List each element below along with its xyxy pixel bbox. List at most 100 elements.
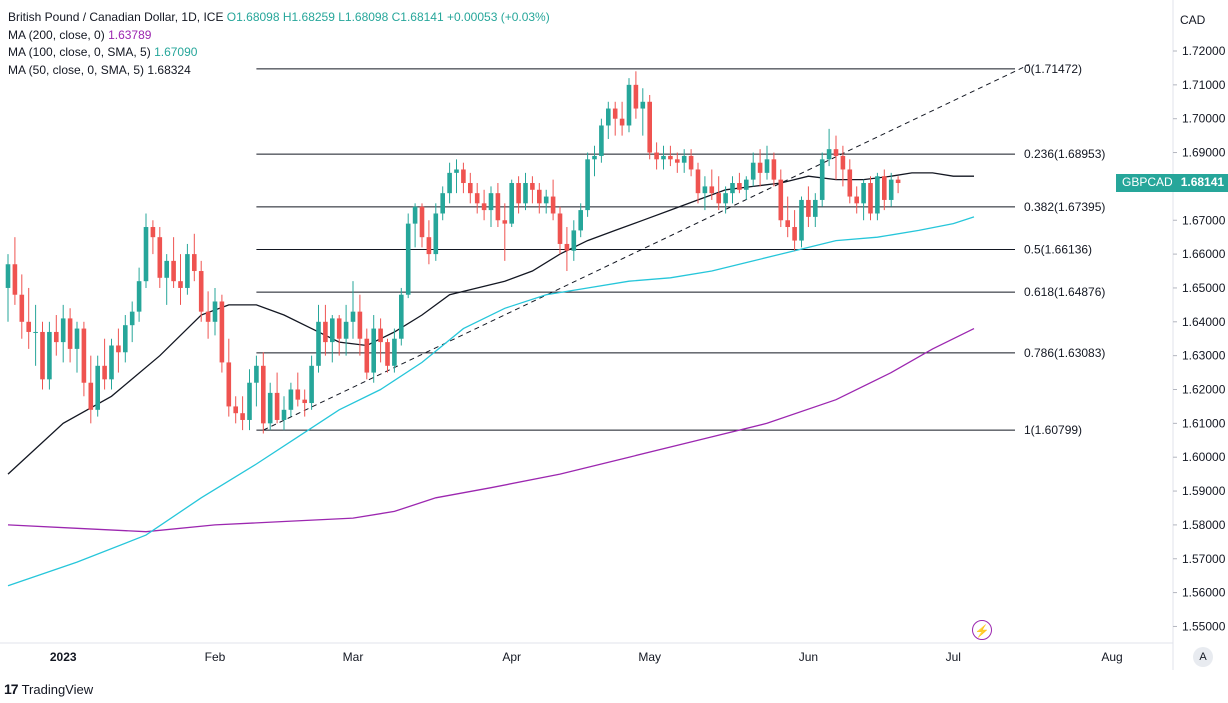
y-tick-label: 1.71000 bbox=[1182, 78, 1226, 92]
candle bbox=[888, 172, 894, 207]
candle-body bbox=[550, 196, 556, 214]
candle bbox=[81, 321, 87, 397]
candle-body bbox=[364, 338, 370, 373]
candle-body bbox=[778, 179, 784, 221]
candle bbox=[523, 172, 528, 211]
legend-ma100-row[interactable]: MA (100, close, 0, SMA, 5) 1.67090 bbox=[8, 44, 550, 62]
candle bbox=[426, 220, 432, 265]
x-tick-label: Apr bbox=[502, 650, 521, 664]
fib-trend-line[interactable] bbox=[263, 64, 1030, 431]
candle-body bbox=[757, 162, 763, 173]
candle-body bbox=[192, 254, 197, 272]
symbol-title[interactable]: British Pound / Canadian Dollar, 1D, ICE bbox=[8, 10, 224, 24]
candle bbox=[895, 176, 901, 194]
candle bbox=[688, 149, 694, 177]
candle-body bbox=[502, 220, 508, 224]
y-tick-label: 1.60000 bbox=[1182, 450, 1226, 464]
candle-body bbox=[309, 365, 314, 404]
ma50-value: 1.68324 bbox=[147, 62, 191, 77]
candle-body bbox=[81, 328, 87, 383]
fib-level-label: 0.786(1.63083) bbox=[1024, 346, 1105, 360]
candle-body bbox=[792, 227, 797, 241]
y-tick-label: 1.67000 bbox=[1182, 213, 1226, 227]
candle bbox=[233, 396, 238, 424]
candle bbox=[143, 213, 149, 288]
x-tick-label: Feb bbox=[205, 650, 226, 664]
candle-body bbox=[888, 179, 894, 200]
candle-body bbox=[523, 183, 528, 204]
x-tick-label: Mar bbox=[343, 650, 364, 664]
x-tick-label: 2023 bbox=[50, 650, 77, 664]
candle bbox=[116, 328, 121, 373]
fib-level-label: 1(1.60799) bbox=[1024, 423, 1082, 437]
candle bbox=[730, 176, 735, 204]
candle-body bbox=[185, 254, 190, 288]
candle-body bbox=[771, 159, 777, 180]
candle-body bbox=[288, 389, 294, 410]
candle-body bbox=[95, 365, 100, 410]
fibonacci-retracement[interactable]: 0(1.71472) 0.236(1.68953) 0.382(1.67395) 0.… bbox=[256, 62, 1105, 437]
lightning-icon[interactable]: ⚡ bbox=[972, 620, 992, 640]
candle-body bbox=[654, 152, 659, 160]
candle-body bbox=[157, 237, 163, 278]
currency-label[interactable]: CAD bbox=[1180, 13, 1206, 27]
candle bbox=[792, 210, 797, 251]
candle bbox=[26, 287, 31, 349]
candle bbox=[875, 172, 880, 221]
time-axis[interactable]: 2023 Feb Mar Apr May Jun Jul Aug bbox=[50, 650, 1123, 664]
candle-body bbox=[426, 237, 432, 255]
ma200-line[interactable] bbox=[7, 328, 975, 533]
candle bbox=[295, 372, 301, 407]
x-tick-label: Jun bbox=[799, 650, 818, 664]
price-tag-value: 1.68141 bbox=[1176, 174, 1228, 192]
legend-ma200-row[interactable]: MA (200, close, 0) 1.63789 bbox=[8, 27, 550, 45]
candle-body bbox=[882, 176, 887, 200]
candle-body bbox=[474, 193, 480, 204]
candle bbox=[826, 128, 832, 167]
candle-body bbox=[688, 155, 694, 170]
candle bbox=[240, 396, 245, 431]
candle-body bbox=[40, 331, 45, 380]
y-tick-label: 1.55000 bbox=[1182, 619, 1226, 633]
candle bbox=[261, 352, 266, 434]
candle bbox=[95, 355, 100, 417]
candle-body bbox=[461, 169, 466, 184]
candle-body bbox=[102, 365, 107, 380]
candle-body bbox=[405, 223, 411, 295]
candle bbox=[861, 179, 866, 221]
candle bbox=[833, 135, 839, 180]
candle bbox=[537, 183, 542, 214]
candle bbox=[309, 355, 314, 410]
candlestick-series bbox=[5, 71, 901, 434]
y-tick-label: 1.59000 bbox=[1182, 484, 1226, 498]
y-tick-label: 1.57000 bbox=[1182, 552, 1226, 566]
candle bbox=[129, 301, 135, 343]
candle bbox=[219, 294, 225, 373]
auto-scale-button[interactable]: A bbox=[1193, 647, 1213, 667]
candle-body bbox=[19, 294, 25, 322]
candle bbox=[88, 355, 94, 424]
candle-body bbox=[274, 392, 280, 420]
fib-level-label: 0(1.71472) bbox=[1024, 62, 1082, 76]
candle-body bbox=[626, 84, 632, 126]
candle bbox=[716, 176, 721, 211]
candle bbox=[668, 145, 673, 167]
candle-body bbox=[261, 365, 266, 424]
candle bbox=[806, 186, 811, 228]
tradingview-brand: TradingView bbox=[21, 681, 94, 697]
candle bbox=[481, 189, 487, 221]
y-tick-label: 1.56000 bbox=[1182, 586, 1226, 600]
candle-body bbox=[847, 169, 853, 197]
candle bbox=[606, 101, 611, 140]
candle bbox=[592, 145, 597, 177]
candle bbox=[357, 294, 363, 356]
candle-body bbox=[530, 183, 535, 190]
candle bbox=[136, 267, 142, 322]
ma100-line[interactable] bbox=[7, 216, 975, 587]
candle bbox=[612, 101, 618, 136]
fib-level-label: 0.382(1.67395) bbox=[1024, 200, 1105, 214]
legend-ma50-row[interactable]: MA (50, close, 0, SMA, 5) 1.68324 bbox=[8, 62, 550, 80]
tradingview-footer[interactable]: 17 TradingView bbox=[4, 681, 93, 697]
ma50-label: MA (50, close, 0, SMA, 5) bbox=[8, 62, 145, 77]
